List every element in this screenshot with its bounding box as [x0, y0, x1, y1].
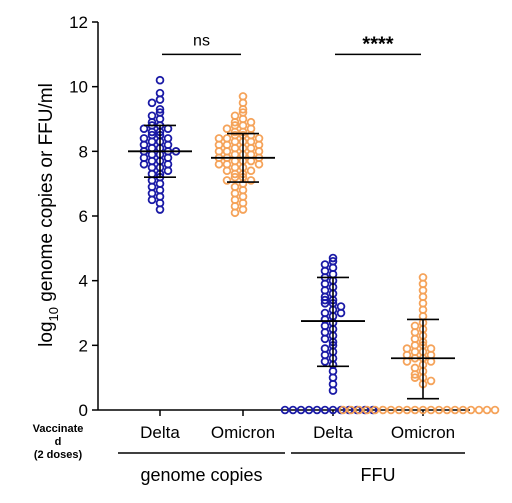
data-point [320, 295, 330, 305]
y-axis-label-main: log [36, 321, 57, 346]
y-tick-label: 4 [79, 272, 88, 291]
data-point [230, 172, 240, 182]
data-point [214, 159, 224, 169]
category-labels: Delta Omicron Delta Omicron [140, 423, 455, 442]
data-point [328, 386, 338, 395]
data-point [338, 405, 348, 415]
data-point [458, 405, 468, 415]
data-point [254, 159, 264, 169]
row-label-line: (2 doses) [34, 449, 83, 461]
data-point [450, 405, 460, 415]
significance-label: **** [362, 33, 393, 55]
y-axis-label: log10 genome copies or FFU/ml [36, 83, 61, 347]
data-point [320, 298, 330, 308]
data-point [155, 75, 165, 85]
data-point [370, 405, 380, 415]
data-point [320, 405, 330, 415]
category-label: Omicron [211, 423, 275, 442]
group-label: FFU [361, 465, 396, 485]
category-label: Delta [140, 423, 180, 442]
data-point [410, 373, 420, 382]
data-point [147, 127, 157, 137]
data-point [346, 405, 356, 415]
data-point [296, 405, 306, 415]
data-point [155, 105, 165, 114]
data-point [426, 376, 436, 386]
row-label-line: d [55, 436, 62, 448]
data-point [312, 405, 322, 415]
y-tick-label: 2 [79, 336, 88, 355]
data-point [354, 405, 364, 415]
data-point [410, 405, 420, 415]
data-point [163, 124, 173, 133]
y-tick-label: 8 [79, 142, 88, 161]
data-point [222, 176, 232, 185]
data-point [139, 124, 149, 133]
data-point [147, 195, 157, 205]
data-point [238, 205, 248, 214]
data-point [288, 405, 298, 415]
significance-markers: ns **** [162, 32, 421, 55]
data-point [474, 405, 484, 415]
y-axis-label-rest: genome copies or FFU/ml [36, 83, 57, 307]
data-point [280, 405, 290, 415]
data-point [163, 166, 173, 176]
category-label: Delta [313, 423, 353, 442]
y-tick-label: 12 [69, 13, 88, 32]
group-labels: genome copies FFU [118, 452, 465, 485]
data-point [394, 405, 404, 415]
data-point [426, 405, 436, 415]
category-label: Omicron [391, 423, 455, 442]
data-point [246, 176, 256, 185]
row-label-line: Vaccinate [33, 423, 84, 435]
data-point [336, 308, 346, 318]
data-point [490, 405, 500, 415]
data-point [246, 166, 256, 176]
data-point [320, 334, 330, 344]
data-point [304, 405, 314, 415]
data-point [328, 253, 338, 263]
group-label: genome copies [140, 465, 262, 485]
data-point [466, 405, 476, 415]
data-point [222, 124, 232, 133]
data-point [328, 405, 338, 415]
error-bars [128, 124, 455, 400]
data-point [238, 105, 248, 114]
data-point [386, 405, 396, 415]
data-point [378, 405, 388, 415]
data-point [222, 166, 232, 176]
y-axis-label-sub: 10 [46, 307, 61, 321]
data-points [139, 75, 500, 415]
significance-label: ns [193, 32, 210, 49]
y-tick-label: 10 [69, 78, 88, 97]
data-point [230, 169, 240, 179]
axes: 0 2 4 6 8 10 12 [69, 13, 470, 420]
data-point [434, 405, 444, 415]
data-point [230, 117, 240, 127]
y-tick-label: 0 [79, 401, 88, 420]
data-point [230, 208, 240, 218]
data-point [230, 127, 240, 137]
data-point [155, 95, 165, 104]
data-point [147, 98, 157, 108]
data-point [155, 205, 165, 214]
data-point [418, 405, 428, 415]
data-point [320, 357, 330, 366]
data-point [410, 370, 420, 379]
data-point [482, 405, 492, 415]
data-point [442, 405, 452, 415]
data-point [402, 405, 412, 415]
y-tick-label: 6 [79, 207, 88, 226]
data-point [362, 405, 372, 415]
data-point [139, 159, 149, 169]
